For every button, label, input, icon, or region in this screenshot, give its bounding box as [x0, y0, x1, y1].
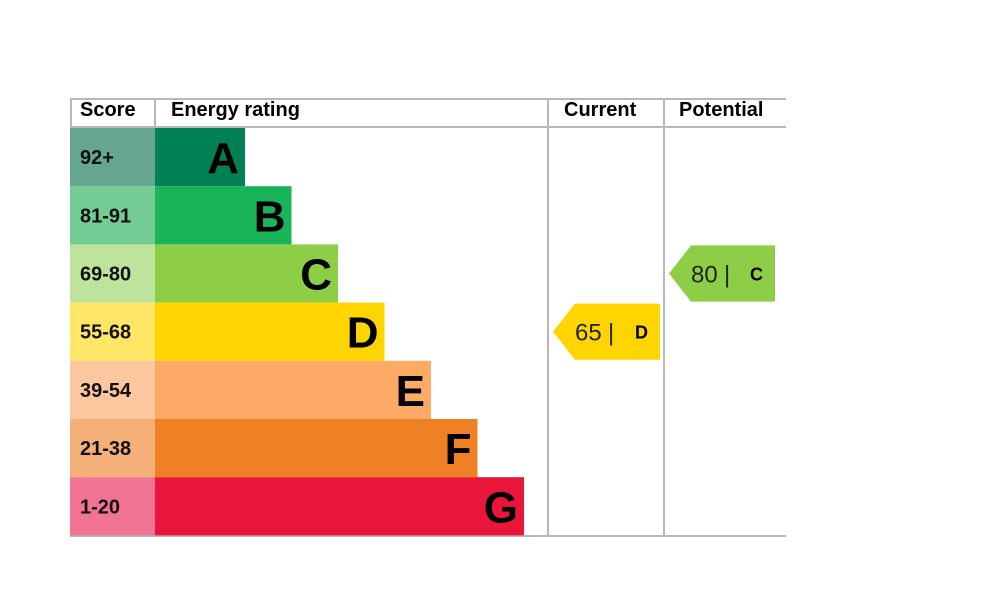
band-row-b: 81-91 B [70, 186, 292, 245]
score-range-e: 39-54 [80, 380, 132, 402]
band-letter-c: C [300, 251, 332, 300]
potential-rating-marker-separator: | [724, 262, 730, 289]
band-row-d: 55-68 D [70, 302, 385, 361]
band-letter-d: D [347, 309, 379, 358]
potential-rating-marker-value: 80 [691, 262, 718, 289]
score-range-a: 92+ [80, 147, 114, 169]
band-row-f: 21-38 F [70, 419, 478, 478]
band-row-a: 92+ A [70, 128, 245, 187]
rating-bands: 92+ A 81-91 B 69-80 C 55-68 D 39-54 E 21-38 F 1-20 G [70, 128, 524, 536]
band-bar-b [155, 186, 292, 245]
band-bar-f [155, 419, 478, 478]
header-score: Score [80, 99, 136, 121]
band-letter-f: F [445, 425, 472, 474]
band-letter-g: G [484, 483, 518, 532]
score-range-g: 1-20 [80, 496, 120, 518]
band-row-c: 69-80 C [70, 244, 338, 303]
current-rating-marker-band: D [635, 323, 648, 343]
current-rating-marker: 65 | D [553, 303, 660, 360]
band-row-e: 39-54 E [70, 360, 431, 419]
score-cell-b [70, 186, 155, 245]
score-range-c: 69-80 [80, 264, 131, 286]
band-bar-g [155, 477, 524, 536]
header-potential: Potential [679, 99, 763, 121]
band-bar-c [155, 244, 338, 303]
potential-rating-marker-band: C [750, 265, 763, 285]
band-bar-a [155, 128, 245, 187]
score-cell-c [70, 244, 155, 303]
current-rating-marker-shape [553, 303, 660, 360]
band-letter-b: B [254, 192, 286, 241]
score-cell-a [70, 128, 155, 187]
score-cell-g [70, 477, 155, 536]
band-row-g: 1-20 G [70, 477, 524, 536]
score-range-f: 21-38 [80, 438, 131, 460]
band-letter-a: A [207, 134, 239, 183]
score-cell-d [70, 302, 155, 361]
rating-markers: 65 | D80 | C [553, 245, 775, 360]
potential-rating-marker: 80 | C [669, 245, 775, 302]
potential-rating-marker-shape [669, 245, 775, 302]
grid-lines [70, 98, 786, 537]
band-bar-e [155, 360, 431, 419]
current-rating-marker-separator: | [608, 320, 614, 347]
score-range-b: 81-91 [80, 205, 131, 227]
score-cell-e [70, 360, 155, 419]
band-letter-e: E [396, 367, 425, 416]
band-bar-d [155, 302, 385, 361]
score-range-d: 55-68 [80, 322, 131, 344]
current-rating-marker-value: 65 [575, 320, 602, 347]
header-current: Current [564, 99, 637, 121]
score-cell-f [70, 419, 155, 478]
header-energy-rating: Energy rating [171, 99, 300, 121]
